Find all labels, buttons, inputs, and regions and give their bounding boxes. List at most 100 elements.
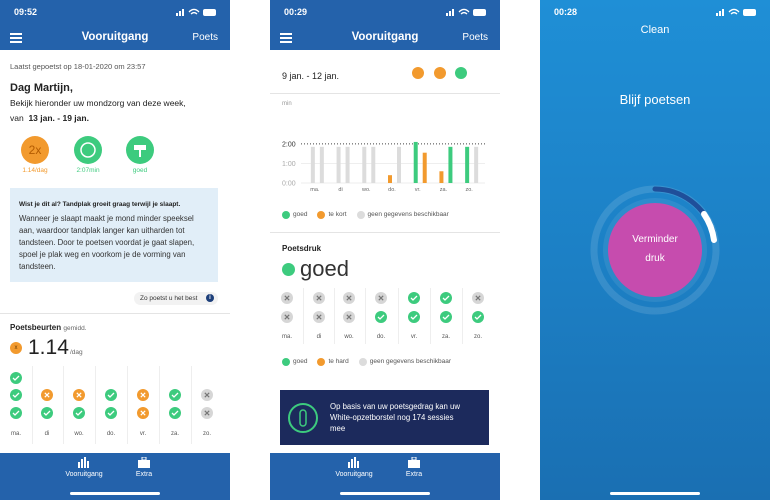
bar (448, 146, 453, 183)
tip-box (10, 188, 218, 282)
status-icon (201, 407, 213, 419)
tip-line: Wanneer je slaapt maakt je mond minder s… (19, 214, 194, 223)
menu-button[interactable] (10, 33, 22, 43)
summary-icon (434, 67, 446, 79)
screen-progress-detail: 00:29 Vooruitgang Poets 9 jan. - 12 jan.… (270, 0, 500, 500)
status-icon (472, 292, 484, 304)
check (12, 392, 20, 398)
column-divider (95, 366, 96, 444)
divider (270, 93, 500, 94)
column-divider (462, 288, 463, 344)
status-icon-bg (41, 407, 53, 419)
status-icon (440, 311, 452, 323)
tip-link[interactable]: Zo poetst u het best (140, 295, 198, 302)
column-divider (334, 288, 335, 344)
status-icon-bg (169, 407, 181, 419)
y-tick-label: 1:00 (282, 161, 296, 168)
sessions-value: 1.14 (28, 336, 69, 359)
column-divider (365, 288, 366, 344)
legend-label: goed (293, 358, 308, 365)
bar (465, 146, 470, 183)
cross (140, 410, 146, 416)
column-divider (31, 366, 33, 444)
bar (319, 146, 324, 183)
status-time: 09:52 (14, 7, 38, 17)
check (377, 314, 385, 320)
status-icon-bg (169, 389, 181, 401)
tab-extra[interactable]: Extra (135, 471, 153, 478)
status-icon (408, 311, 420, 323)
tip-line: tandsteen. Door te poetsen voordat je ga… (19, 238, 195, 247)
legend-dot (356, 211, 365, 219)
legend-label: te hard (328, 358, 349, 365)
y-axis-label: min (282, 101, 292, 107)
status-icon (105, 389, 117, 401)
cross (316, 295, 322, 301)
legend-label: te kort (328, 211, 347, 218)
tab-progress[interactable]: Vooruitgang (65, 471, 103, 478)
cross (316, 314, 322, 320)
badge (74, 136, 102, 164)
screen-brushing: 00:28 Clean Blijf poetsen Verminder druk (540, 0, 770, 500)
bar (474, 146, 479, 183)
tab-progress-icon (348, 457, 359, 468)
legend-dot (317, 211, 326, 219)
menu-button[interactable] (280, 33, 292, 43)
y-tick-label: 0:00 (282, 181, 296, 188)
summary-icon (455, 67, 467, 79)
tip-link-button[interactable] (134, 292, 218, 305)
divider (270, 232, 500, 233)
status-icon-bg (105, 407, 117, 419)
day-label: za. (170, 431, 179, 437)
tab-extra-icon (138, 457, 150, 468)
tab-progress-icon (78, 457, 89, 468)
status-icon (169, 389, 181, 401)
legend-label: geen gegevens beschikbaar (369, 358, 452, 365)
status-icon (105, 407, 117, 419)
cross (204, 410, 210, 416)
bar (413, 141, 418, 183)
status-icon-bg (10, 372, 22, 384)
check (12, 410, 20, 416)
check (442, 295, 450, 301)
x-tick-label: di (338, 187, 342, 193)
check (474, 314, 482, 320)
day-label: vr. (139, 431, 147, 437)
status-icons (176, 8, 216, 16)
tab-extra[interactable]: Extra (405, 471, 423, 478)
range-prefix: van (10, 113, 24, 123)
brush-head-icon (288, 403, 318, 433)
check (410, 295, 418, 301)
status-icons (446, 8, 486, 16)
clock (80, 142, 96, 158)
tip-line: aan, waardoor tandplak langer kan uithar… (19, 226, 185, 235)
brush (134, 145, 146, 150)
column-divider (159, 366, 160, 444)
intro: Bekijk hieronder uw mondzorg van deze we… (10, 98, 186, 108)
tab-progress[interactable]: Vooruitgang (335, 471, 373, 478)
check (107, 392, 115, 398)
header-action[interactable]: Poets (192, 32, 218, 43)
status-icon (169, 407, 181, 419)
status-icon-bg (73, 407, 85, 419)
legend-dot (282, 211, 290, 219)
status-icon (375, 311, 387, 323)
status-icon (10, 372, 22, 384)
status-icon (73, 407, 85, 419)
greeting: Dag Martijn, (10, 82, 73, 94)
status-icon (41, 389, 53, 401)
cross (204, 392, 210, 398)
day-label: za. (441, 334, 450, 340)
header-action[interactable]: Poets (462, 32, 488, 43)
bar (362, 146, 367, 183)
check (171, 392, 179, 398)
range: 9 jan. - 12 jan. (282, 71, 340, 81)
x-tick-label: vr. (415, 187, 421, 193)
x-tick-label: wo. (361, 187, 371, 193)
day-label: wo. (344, 334, 354, 340)
divider (0, 313, 230, 314)
badge-icon (134, 145, 146, 157)
badge: 2x (21, 136, 49, 164)
day-label: zo. (202, 431, 211, 437)
